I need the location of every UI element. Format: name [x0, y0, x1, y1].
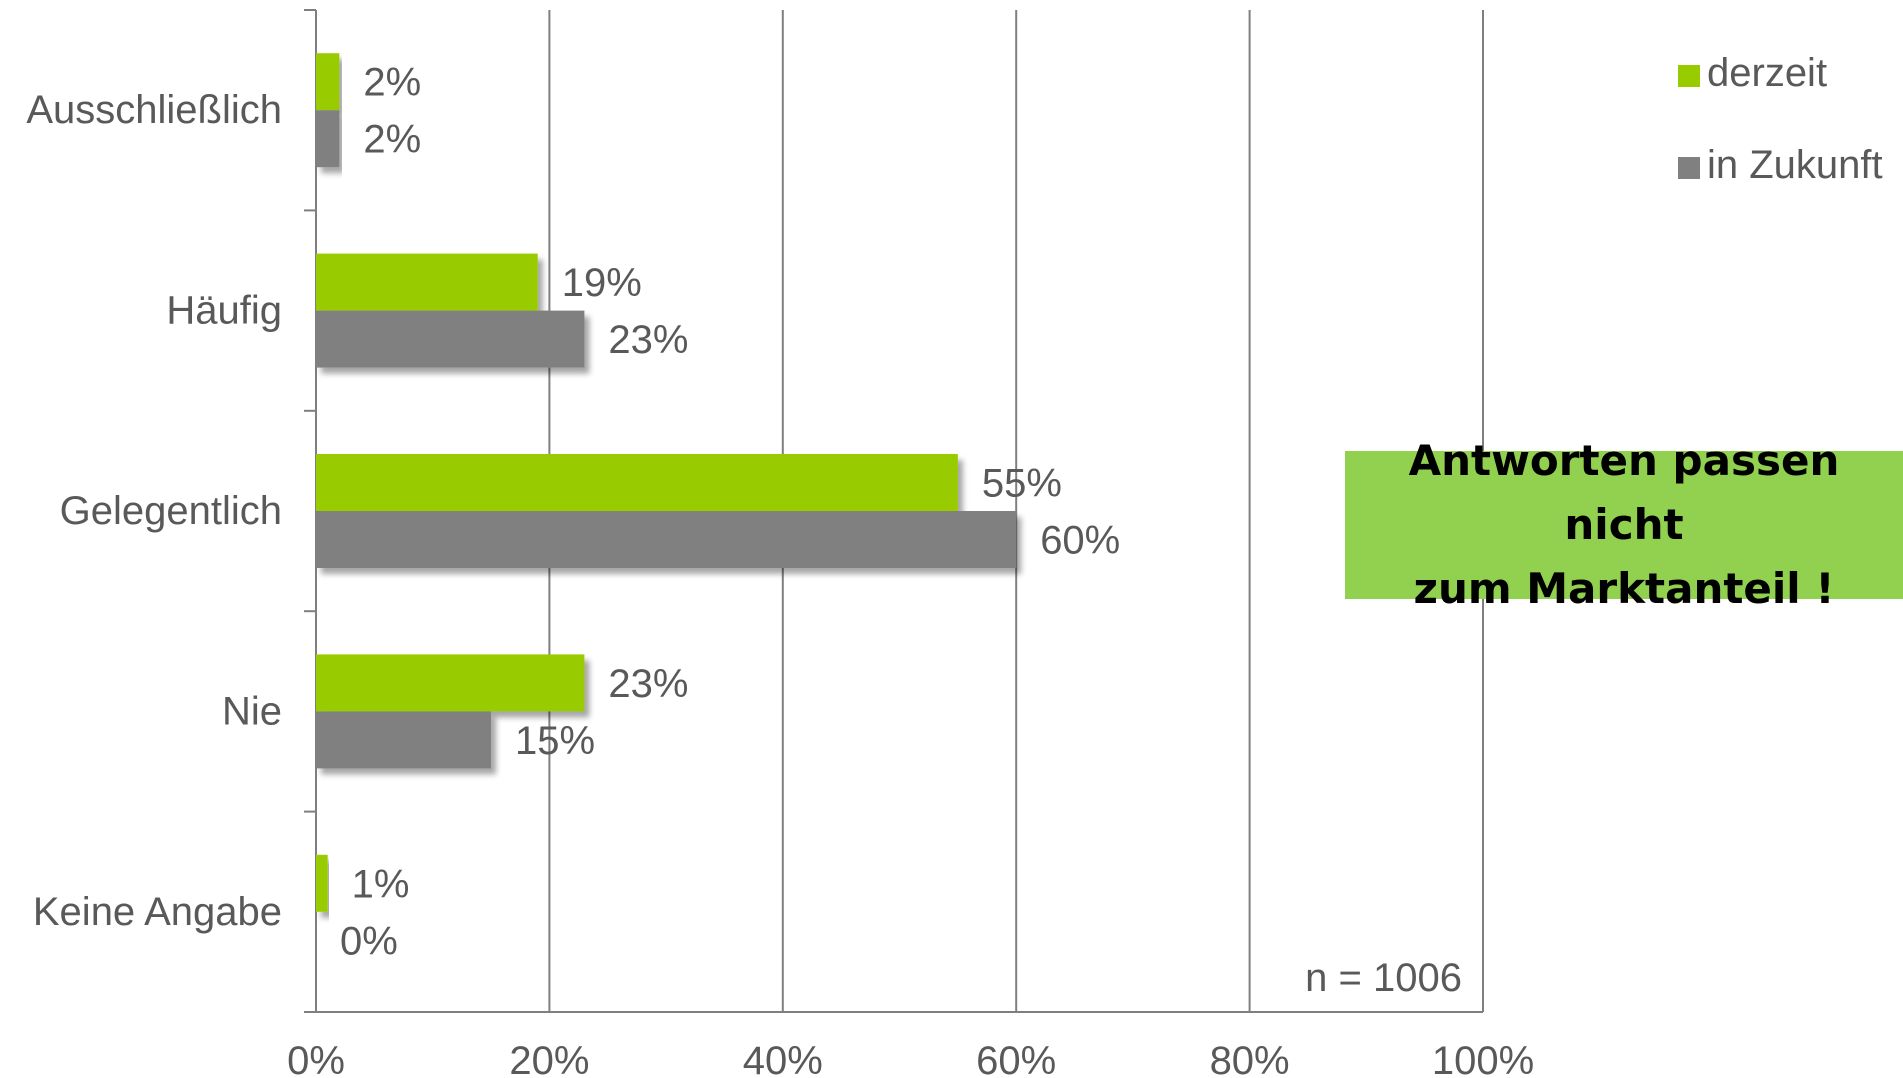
- x-tick-label: 0%: [287, 1039, 345, 1078]
- data-label: 19%: [562, 261, 642, 305]
- category-label: Häufig: [166, 289, 282, 333]
- x-tick-label: 20%: [509, 1039, 589, 1078]
- category-label: Keine Angabe: [33, 890, 282, 934]
- legend-swatch: [1678, 157, 1700, 179]
- data-label: 15%: [515, 719, 595, 763]
- bar-in-zukunft: [316, 511, 1017, 568]
- annotation-line-2: zum Marktanteil !: [1413, 564, 1835, 613]
- bar-derzeit: [316, 854, 328, 912]
- data-label: 60%: [1040, 519, 1120, 563]
- legend: derzeit in Zukunft: [1678, 51, 1883, 187]
- data-label: 1%: [352, 862, 410, 906]
- data-label: 23%: [608, 318, 688, 362]
- annotation-box: Antworten passen nicht zum Marktanteil !: [1345, 436, 1903, 613]
- data-label: 2%: [363, 61, 421, 105]
- sample-size-note: n = 1006: [1305, 956, 1462, 1000]
- bar-in-zukunft: [316, 110, 340, 168]
- data-label: 0%: [340, 919, 398, 963]
- category-label: Nie: [222, 689, 282, 733]
- legend-swatch: [1678, 65, 1700, 87]
- bar-derzeit: [316, 654, 585, 712]
- legend-label: derzeit: [1707, 51, 1827, 95]
- data-label: 55%: [982, 462, 1062, 506]
- x-tick-label: 40%: [743, 1039, 823, 1078]
- data-label: 23%: [608, 662, 688, 706]
- bar-in-zukunft: [316, 711, 492, 769]
- bar-derzeit: [316, 253, 538, 311]
- category-label: Ausschließlich: [26, 88, 282, 132]
- data-label: 2%: [363, 118, 421, 162]
- x-tick-label: 60%: [976, 1039, 1056, 1078]
- bar-derzeit: [316, 454, 958, 511]
- labels: 0% 20% 40% 60% 80% 100% Ausschließlich 2% 2% Häuf…: [26, 61, 1534, 1078]
- legend-label: in Zukunft: [1707, 143, 1883, 187]
- x-tick-label: 100%: [1432, 1039, 1534, 1078]
- bars: [316, 53, 1017, 912]
- bar-derzeit: [316, 53, 340, 111]
- category-label: Gelegentlich: [60, 489, 282, 533]
- bar-in-zukunft: [316, 310, 585, 368]
- x-tick-label: 80%: [1210, 1039, 1290, 1078]
- annotation-line-1: Antworten passen nicht: [1408, 436, 1840, 549]
